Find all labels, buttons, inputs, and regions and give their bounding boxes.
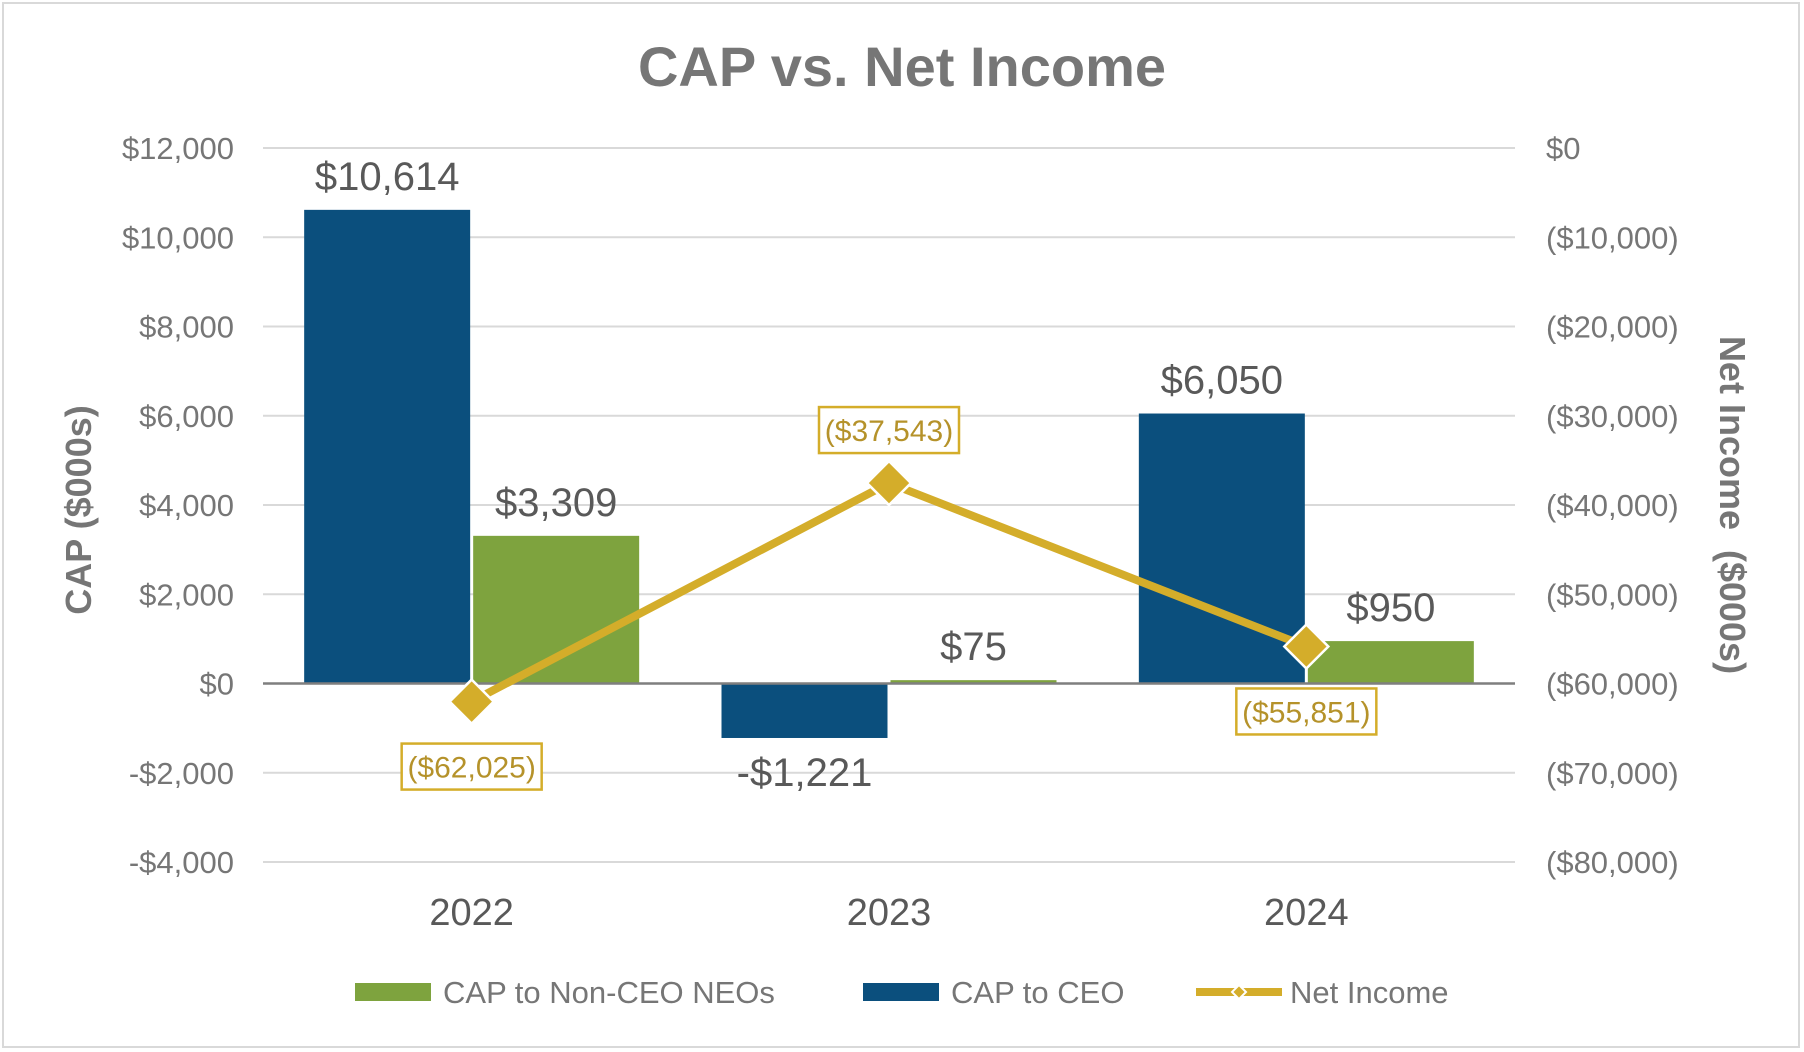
y-tick-label-left: $12,000 bbox=[122, 131, 234, 166]
y-tick-label-right: ($70,000) bbox=[1546, 756, 1679, 791]
net-income-data-label: ($37,543) bbox=[817, 405, 961, 455]
bar-cap-to-ceo-2022 bbox=[304, 209, 471, 684]
legend: CAP to Non-CEO NEOs CAP to CEO Net Income bbox=[355, 975, 1449, 1010]
net-income-label-box bbox=[400, 742, 543, 791]
legend-item-net-income: Net Income bbox=[1196, 975, 1449, 1010]
legend-item-cap-to-ceo: CAP to CEO bbox=[863, 975, 1124, 1010]
y-tick-label-left: $6,000 bbox=[139, 399, 234, 434]
y-tick-label-left: -$4,000 bbox=[129, 845, 234, 880]
y-tick-label-right: $0 bbox=[1546, 131, 1580, 166]
y-tick-label-right: ($60,000) bbox=[1546, 667, 1679, 702]
legend-swatch bbox=[355, 983, 431, 1001]
net-income-marker-2022 bbox=[447, 677, 496, 726]
net-income-marker-2023 bbox=[865, 459, 913, 507]
net-income-label-text: ($62,025) bbox=[407, 752, 535, 785]
y-axis-title-right: Net Income ($000s) bbox=[1712, 336, 1753, 674]
bar-cap-to-non-ceo-neos-2024 bbox=[1307, 641, 1474, 684]
net-income-label-text: ($55,851) bbox=[1242, 696, 1370, 729]
bar-data-label: $950 bbox=[1346, 586, 1435, 630]
bar-data-label: $6,050 bbox=[1161, 359, 1283, 403]
net-income-label-box bbox=[1235, 687, 1378, 736]
axes: $12,000 $10,000 $8,000 $6,000 $4,000 $2,000 $0… bbox=[122, 131, 1679, 934]
y-tick-label-right: ($50,000) bbox=[1546, 577, 1679, 612]
bar-cap-to-ceo-2023 bbox=[721, 683, 888, 738]
bar-data-label: $3,309 bbox=[495, 481, 617, 525]
bar-data-label: $75 bbox=[940, 625, 1007, 669]
y-tick-label-left: $4,000 bbox=[139, 488, 234, 523]
y-tick-label-right: ($10,000) bbox=[1546, 220, 1679, 255]
y-tick-label-left: -$2,000 bbox=[129, 756, 234, 791]
y-tick-label-right: ($40,000) bbox=[1546, 488, 1679, 523]
legend-swatch bbox=[863, 983, 939, 1001]
bar-data-label: -$1,221 bbox=[737, 751, 873, 795]
y-tick-label-left: $10,000 bbox=[122, 220, 234, 255]
y-tick-label-right: ($20,000) bbox=[1546, 310, 1679, 345]
y-tick-label-left: $0 bbox=[200, 667, 234, 702]
legend-item-cap-to-non-ceo-neos: CAP to Non-CEO NEOs bbox=[355, 975, 775, 1010]
x-tick-label-2024: 2024 bbox=[1264, 892, 1349, 934]
net-income-data-label: ($55,851) bbox=[1235, 687, 1378, 736]
chart-title: CAP vs. Net Income bbox=[638, 35, 1166, 98]
x-tick-label-2023: 2023 bbox=[847, 892, 932, 934]
y-tick-label-left: $8,000 bbox=[139, 310, 234, 345]
legend-label: Net Income bbox=[1290, 975, 1449, 1010]
net-income-label-box bbox=[817, 405, 961, 455]
y-axis-title-left: CAP ($000s) bbox=[58, 405, 99, 614]
net-income-data-label: ($62,025) bbox=[400, 742, 543, 791]
bar-data-label: $10,614 bbox=[315, 155, 460, 199]
net-income-label-text: ($37,543) bbox=[825, 415, 953, 448]
net-income-marker-2024 bbox=[1282, 622, 1331, 671]
y-tick-label-left: $2,000 bbox=[139, 577, 234, 612]
data-labels: $10,614 $3,309 -$1,221 $75 $6,050 $950 ($62,02… bbox=[315, 155, 1435, 795]
bar-cap-to-ceo-2024 bbox=[1138, 413, 1305, 684]
x-tick-label-2022: 2022 bbox=[429, 892, 514, 934]
y-tick-label-right: ($80,000) bbox=[1546, 845, 1679, 880]
legend-label: CAP to CEO bbox=[951, 975, 1124, 1010]
y-tick-label-right: ($30,000) bbox=[1546, 399, 1679, 434]
legend-marker-icon bbox=[1230, 983, 1248, 1001]
legend-label: CAP to Non-CEO NEOs bbox=[443, 975, 775, 1010]
net-income-line bbox=[447, 459, 1331, 726]
bar-cap-to-non-ceo-neos-2023 bbox=[890, 680, 1057, 684]
